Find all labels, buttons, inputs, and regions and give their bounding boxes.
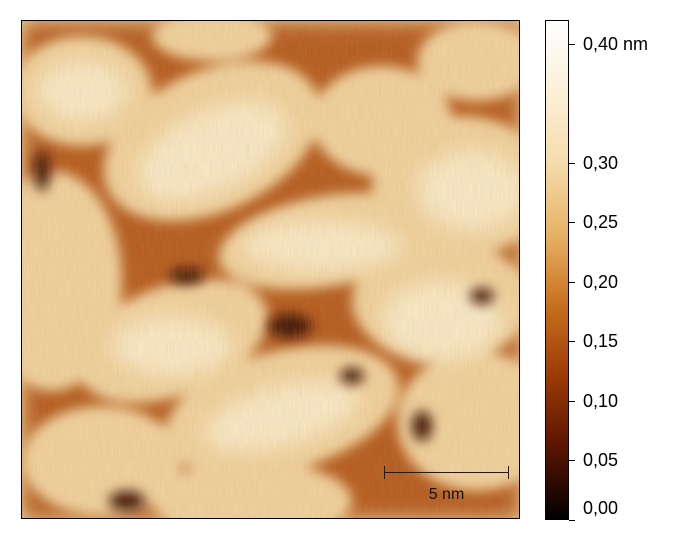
colorbar-tick-label: 0,10	[583, 391, 619, 411]
colorbar-tick-mark	[569, 520, 575, 521]
scale-bar-right-tick	[508, 466, 509, 479]
scale-bar-line	[384, 472, 509, 473]
colorbar-tick-mark	[569, 222, 575, 223]
scan-noise	[22, 21, 519, 518]
colorbar-tick-mark	[569, 163, 575, 164]
colorbar-tick-label: 0,05	[583, 450, 619, 470]
scale-bar-left-tick	[384, 466, 385, 479]
colorbar-ticks: 0,40 nm 0,30 0,25 0,20 0,15 0,10 0,05 0,00	[569, 20, 669, 521]
colorbar-tick-label: 0,25	[583, 212, 619, 232]
topography-svg	[22, 21, 519, 518]
colorbar-tick-mark	[569, 460, 575, 461]
colorbar-tick-mark	[569, 341, 575, 342]
colorbar-tick-mark	[569, 44, 575, 45]
colorbar-tick-label: 0,00	[583, 498, 619, 518]
colorbar-tick-mark	[569, 401, 575, 402]
colorbar-tick-mark	[569, 282, 575, 283]
scale-bar	[384, 466, 509, 480]
height-colorbar	[545, 20, 569, 520]
colorbar-tick-label: 0,15	[583, 331, 619, 351]
colorbar-tick-label: 0,40 nm	[583, 34, 649, 54]
colorbar-tick-label: 0,20	[583, 272, 619, 292]
stm-topography-image	[21, 20, 520, 519]
scale-bar-label: 5 nm	[428, 486, 465, 503]
colorbar-tick-label: 0,30	[583, 153, 619, 173]
